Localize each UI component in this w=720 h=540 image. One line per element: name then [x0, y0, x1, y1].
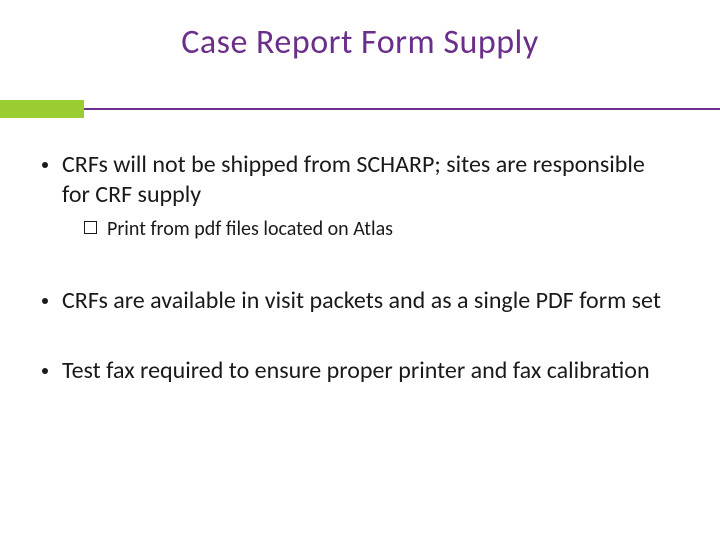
bullet-text: Test fax required to ensure proper print… [62, 356, 650, 386]
checkbox-bullet-icon [84, 221, 97, 234]
content-area: CRFs will not be shipped from SCHARP; si… [42, 150, 678, 392]
sub-bullet-item: Print from pdf files located on Atlas [84, 216, 678, 242]
sub-bullet-text: Print from pdf files located on Atlas [107, 216, 393, 242]
bullet-dot-icon [42, 162, 48, 168]
spacer [42, 252, 678, 286]
bullet-text: CRFs will not be shipped from SCHARP; si… [62, 150, 678, 210]
divider-line [84, 108, 720, 110]
bullet-item: CRFs are available in visit packets and … [42, 286, 678, 316]
slide-title: Case Report Form Supply [0, 22, 720, 63]
slide: Case Report Form Supply CRFs will not be… [0, 0, 720, 540]
bullet-item: Test fax required to ensure proper print… [42, 356, 678, 386]
bullet-dot-icon [42, 298, 48, 304]
divider [0, 100, 720, 118]
bullet-dot-icon [42, 368, 48, 374]
spacer [42, 322, 678, 356]
bullet-text: CRFs are available in visit packets and … [62, 286, 661, 316]
bullet-item: CRFs will not be shipped from SCHARP; si… [42, 150, 678, 210]
divider-accent-block [0, 100, 84, 118]
